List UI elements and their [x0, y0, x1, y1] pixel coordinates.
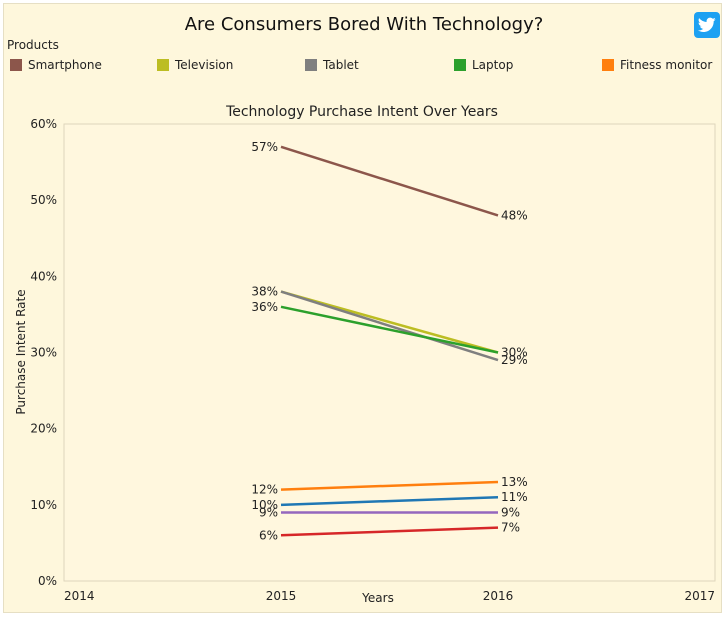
twitter-share-button[interactable] [694, 12, 720, 38]
data-label: 13% [501, 475, 528, 489]
plot-area [63, 123, 716, 582]
data-label: 9% [259, 505, 278, 519]
legend-swatch-television [157, 59, 169, 71]
y-axis-title: Purchase Intent Rate [14, 289, 28, 414]
legend-label-smartphone: Smartphone [28, 58, 102, 72]
legend-label-laptop: Laptop [472, 58, 514, 72]
series-line-fitness-monitor [280, 480, 499, 491]
y-tick-label: 50% [30, 193, 57, 207]
data-label: 30% [501, 346, 528, 360]
data-label: 12% [251, 483, 278, 497]
legend-item-laptop[interactable]: Laptop [454, 57, 513, 73]
x-tick-label: 2014 [64, 589, 95, 603]
y-tick-label: 10% [30, 498, 57, 512]
series-line-series-6 [280, 495, 499, 507]
series-line-tablet [280, 290, 499, 362]
data-label: 11% [501, 490, 528, 504]
data-label: 6% [259, 528, 278, 542]
chart-title: Technology Purchase Intent Over Years [225, 104, 498, 120]
legend-item-television[interactable]: Television [157, 57, 233, 73]
series-line-series-8 [280, 526, 499, 537]
page-title: Are Consumers Bored With Technology? [184, 14, 544, 35]
data-label: 38% [251, 285, 278, 299]
data-label: 57% [251, 140, 278, 154]
y-tick-label: 0% [38, 574, 57, 588]
series-line-laptop [280, 305, 499, 354]
legend-swatch-tablet [305, 59, 317, 71]
legend-title: Products [7, 38, 59, 52]
x-tick-label: 2015 [266, 589, 297, 603]
legend-swatch-fitness-monitor [602, 59, 614, 71]
data-label: 10% [251, 498, 278, 512]
y-tick-label: 20% [30, 422, 57, 436]
y-tick-label: 60% [30, 117, 57, 131]
legend-item-smartphone[interactable]: Smartphone [10, 57, 102, 73]
data-label: 29% [501, 353, 528, 367]
legend-item-fitness-monitor[interactable]: Fitness monitor [602, 57, 712, 73]
x-tick-label: 2017 [684, 589, 715, 603]
y-tick-label: 40% [30, 269, 57, 283]
twitter-icon [698, 17, 716, 32]
data-label: 9% [501, 505, 520, 519]
x-tick-label: 2016 [483, 589, 514, 603]
series-line-smartphone [280, 145, 499, 217]
legend-label-fitness-monitor: Fitness monitor [620, 58, 713, 72]
data-label: 48% [501, 208, 528, 222]
y-tick-label: 30% [30, 346, 57, 360]
data-label: 7% [501, 521, 520, 535]
legend-label-television: Television [175, 58, 234, 72]
legend-swatch-smartphone [10, 59, 22, 71]
x-axis-title: Years [361, 591, 394, 605]
legend-item-tablet[interactable]: Tablet [305, 57, 359, 73]
data-label: 36% [251, 300, 278, 314]
legend-label-tablet: Tablet [323, 58, 359, 72]
legend-swatch-laptop [454, 59, 466, 71]
